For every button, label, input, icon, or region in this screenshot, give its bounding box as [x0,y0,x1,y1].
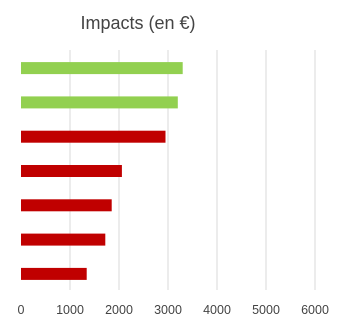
gridlines [69,50,316,290]
x-tick-label-3000: 3000 [154,303,182,317]
bar-3 [21,130,166,143]
x-tick-label-2000: 2000 [105,303,133,317]
chart-title: Impacts (en €) [80,13,195,33]
bar-6 [21,233,106,246]
bars [21,62,183,280]
bar-4 [21,165,122,177]
bar-2 [21,96,178,109]
x-tick-label-6000: 6000 [301,303,329,317]
x-tick-label-0: 0 [18,303,25,317]
x-tick-label-4000: 4000 [203,303,231,317]
x-tick-label-5000: 5000 [252,303,280,317]
x-axis-ticks: 0 1000 2000 3000 4000 5000 6000 [18,303,329,317]
bar-5 [21,199,112,212]
bar-1 [21,62,183,75]
x-tick-label-1000: 1000 [56,303,84,317]
bar-7 [21,267,87,280]
